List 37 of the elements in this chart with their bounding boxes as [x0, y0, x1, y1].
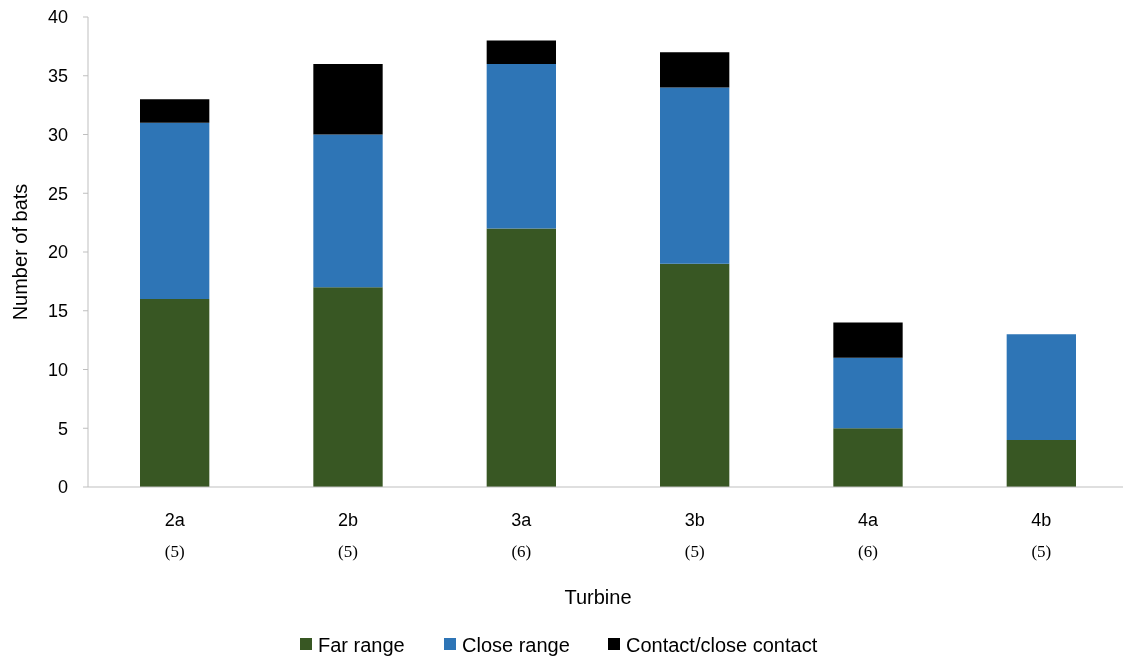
legend-label: Close range [462, 634, 570, 656]
legend-label: Far range [318, 634, 405, 656]
y-axis-title: Number of bats [9, 183, 31, 321]
bar [486, 64, 556, 229]
y-tick-label: 10 [47, 359, 68, 380]
x-tick-label: 4a (6) [857, 510, 879, 561]
bar [313, 64, 383, 135]
x-tick-label: 2a (5) [164, 510, 186, 561]
bar [660, 263, 730, 487]
bar [140, 299, 210, 487]
x-axis-title: Turbine [564, 586, 632, 608]
legend-label: Contact/close contact [626, 634, 818, 656]
bar [313, 134, 383, 288]
bar [660, 87, 730, 264]
y-tick-label: 30 [47, 124, 68, 145]
bar [313, 287, 383, 487]
bar [1006, 334, 1076, 440]
y-tick-label: 0 [57, 477, 68, 498]
x-tick-label: 4b (5) [1031, 510, 1052, 561]
bar [660, 52, 730, 88]
y-tick-label: 35 [47, 66, 68, 87]
bar [140, 122, 210, 299]
bar [833, 357, 903, 429]
bar [833, 322, 903, 358]
bar [140, 99, 210, 123]
x-tick-label: 2b (5) [337, 510, 359, 561]
y-tick-label: 40 [47, 7, 68, 28]
y-tick-label: 20 [47, 242, 68, 263]
bar [1006, 440, 1076, 487]
y-tick-label: 25 [47, 183, 68, 204]
bar [486, 228, 556, 487]
y-tick-label: 15 [47, 301, 68, 322]
x-tick-label: 3a (6) [511, 510, 533, 561]
y-tick-label: 5 [57, 418, 68, 439]
x-tick-label: 3b (5) [684, 510, 705, 561]
bar [833, 428, 903, 487]
bar [486, 40, 556, 64]
